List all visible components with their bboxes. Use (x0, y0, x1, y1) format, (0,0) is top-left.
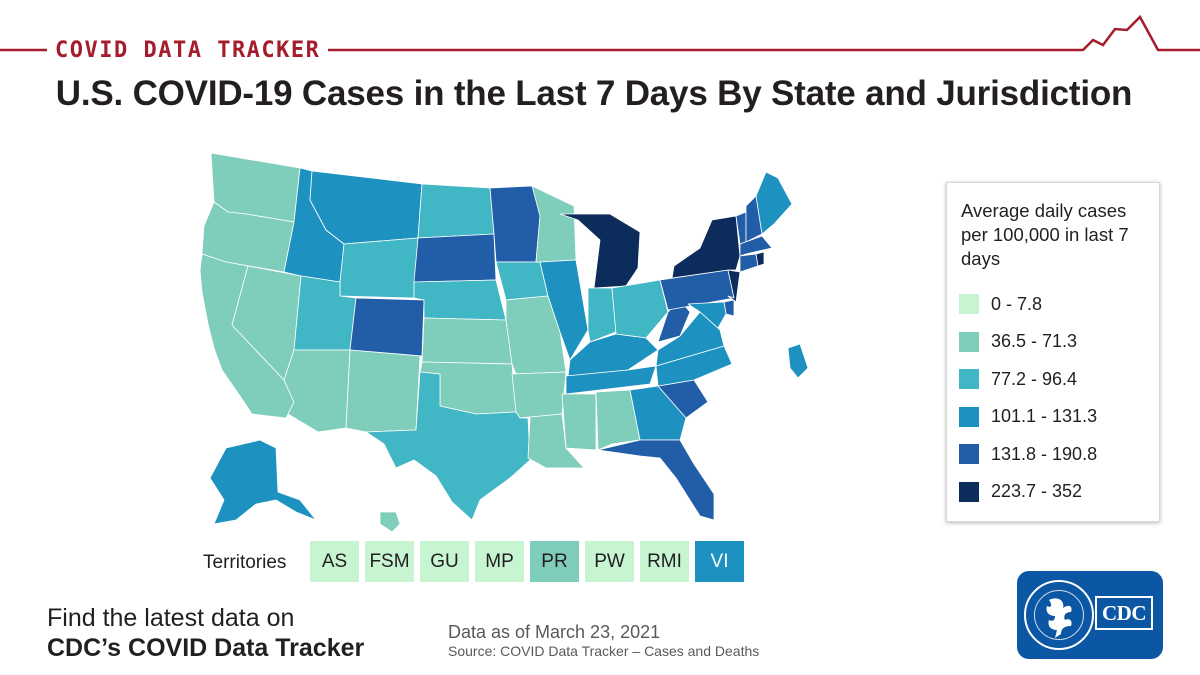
territory-rmi: RMI (640, 541, 689, 582)
territory-pw: PW (585, 541, 634, 582)
state-md (687, 301, 727, 329)
state-ks (421, 317, 513, 365)
legend-swatch (959, 294, 979, 314)
legend-label: 0 - 7.8 (991, 293, 1043, 314)
eagle-icon (1046, 598, 1072, 638)
legend-item: 36.5 - 71.3 (959, 331, 1097, 353)
legend-item: 131.8 - 190.8 (959, 443, 1097, 465)
territory-gu: GU (420, 541, 469, 582)
state-me (755, 171, 793, 235)
data-date: Data as of March 23, 2021 (448, 622, 661, 642)
state-pr-island (787, 343, 809, 379)
header-banner-line (0, 14, 1200, 52)
legend-swatch (959, 444, 979, 464)
legend-items: 0 - 7.8 36.5 - 71.3 77.2 - 96.4 101.1 - 131… (959, 293, 1097, 518)
legend-item: 223.7 - 352 (959, 481, 1097, 503)
legend-label: 223.7 - 352 (991, 481, 1083, 501)
legend-label: 131.8 - 190.8 (991, 443, 1098, 464)
state-ct (739, 253, 759, 273)
state-tx (365, 371, 531, 521)
state-nj (727, 269, 741, 303)
state-sd (413, 233, 497, 283)
state-az (283, 349, 351, 433)
state-hi (379, 511, 401, 533)
state-co (349, 297, 425, 357)
legend-label: 101.1 - 131.3 (991, 406, 1098, 426)
page-title: U.S. COVID-19 Cases in the Last 7 Days B… (55, 74, 1133, 113)
territories-label: Territories (203, 552, 287, 573)
data-source: Source: COVID Data Tracker – Cases and D… (448, 643, 760, 659)
hhs-seal-icon (1024, 580, 1094, 650)
legend-swatch (959, 406, 979, 427)
legend-title: Average daily cases per 100,000 in last … (961, 200, 1129, 269)
legend-swatch (959, 331, 979, 352)
state-fl (597, 439, 715, 521)
state-la (519, 413, 585, 469)
state-ms (561, 393, 597, 451)
state-wy (339, 237, 419, 299)
legend-swatch (959, 369, 979, 389)
legend-label: 77.2 - 96.4 (991, 368, 1078, 389)
territory-as: AS (310, 541, 359, 582)
state-in (587, 287, 617, 343)
state-tn (565, 365, 657, 395)
tracker-label: COVID DATA TRACKER (47, 38, 329, 63)
state-ak (209, 439, 317, 525)
state-ri (755, 251, 765, 267)
cdc-wordmark: CDC (1095, 596, 1153, 630)
legend-item: 101.1 - 131.3 (959, 406, 1097, 428)
state-oh (611, 279, 669, 339)
state-ga (629, 385, 687, 441)
legend-label: 36.5 - 71.3 (991, 331, 1078, 351)
state-nd (417, 183, 495, 239)
state-ma (739, 235, 773, 257)
territory-vi: VI (695, 541, 744, 582)
state-ny (671, 215, 741, 279)
state-al (595, 389, 641, 451)
territory-mp: MP (475, 541, 524, 582)
state-ne (413, 279, 507, 321)
legend-item: 0 - 7.8 (959, 293, 1097, 315)
state-ar (511, 371, 567, 419)
find-data-line2: CDC’s COVID Data Tracker (47, 634, 365, 662)
state-ia (495, 261, 549, 301)
cdc-logo: CDC (1017, 571, 1163, 659)
state-nm (345, 349, 421, 433)
legend-item: 77.2 - 96.4 (959, 368, 1097, 390)
territory-fsm: FSM (365, 541, 414, 582)
legend: Average daily cases per 100,000 in last … (946, 182, 1160, 522)
find-data-line1: Find the latest data on (47, 604, 295, 632)
territory-pr: PR (530, 541, 579, 582)
legend-swatch (959, 481, 979, 502)
